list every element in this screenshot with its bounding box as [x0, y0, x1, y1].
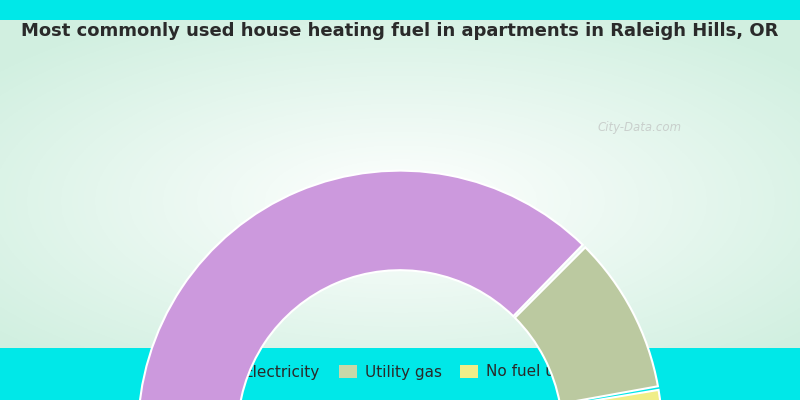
- Text: Most commonly used house heating fuel in apartments in Raleigh Hills, OR: Most commonly used house heating fuel in…: [22, 22, 778, 40]
- Legend: Electricity, Utility gas, No fuel used: Electricity, Utility gas, No fuel used: [212, 358, 588, 386]
- Text: City-Data.com: City-Data.com: [598, 122, 682, 134]
- Wedge shape: [515, 247, 658, 400]
- Wedge shape: [138, 171, 582, 400]
- Wedge shape: [560, 390, 662, 400]
